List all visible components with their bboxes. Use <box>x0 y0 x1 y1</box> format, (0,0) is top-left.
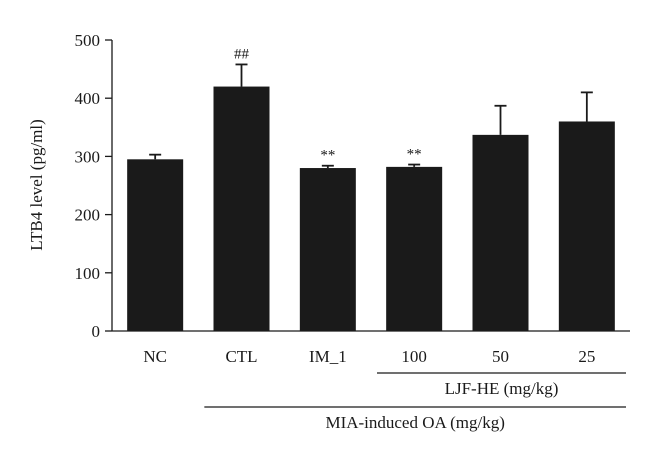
y-tick-label: 500 <box>75 31 101 50</box>
y-tick-label: 0 <box>92 322 101 341</box>
significance-marker: ** <box>407 147 422 163</box>
bar-im-1 <box>299 168 356 331</box>
bar-ctl <box>213 86 270 331</box>
x-category-label: NC <box>143 347 167 366</box>
significance-marker: ## <box>234 46 250 62</box>
bar-25 <box>558 121 615 331</box>
x-category-label: CTL <box>225 347 257 366</box>
y-tick-label: 200 <box>75 206 101 225</box>
bar-100 <box>386 166 443 331</box>
y-tick-label: 300 <box>75 147 101 166</box>
x-category-label: 25 <box>578 347 595 366</box>
group-brackets: LJF-HE (mg/kg) MIA-induced OA (mg/kg) <box>204 372 626 432</box>
y-tick-label: 100 <box>75 264 101 283</box>
x-category-label: 100 <box>401 347 427 366</box>
error-bars <box>149 63 593 169</box>
significance-markers: ## ** ** <box>234 46 422 163</box>
x-category-label: IM_1 <box>309 347 347 366</box>
bars <box>127 86 615 331</box>
x-category-label: 50 <box>492 347 509 366</box>
significance-marker: ** <box>320 148 335 164</box>
y-axis-title: LTB4 level (pg/ml) <box>27 119 46 251</box>
bar-50 <box>472 134 529 331</box>
bar-nc <box>127 159 184 331</box>
group-bracket-label: MIA-induced OA (mg/kg) <box>325 413 504 432</box>
axes <box>111 40 630 332</box>
group-bracket-label: LJF-HE (mg/kg) <box>445 379 559 398</box>
y-tick-label: 400 <box>75 89 101 108</box>
x-axis-category-labels: NC CTL IM_1 100 50 25 <box>143 347 595 366</box>
y-axis-ticks: 0 100 200 300 400 500 <box>75 31 112 341</box>
